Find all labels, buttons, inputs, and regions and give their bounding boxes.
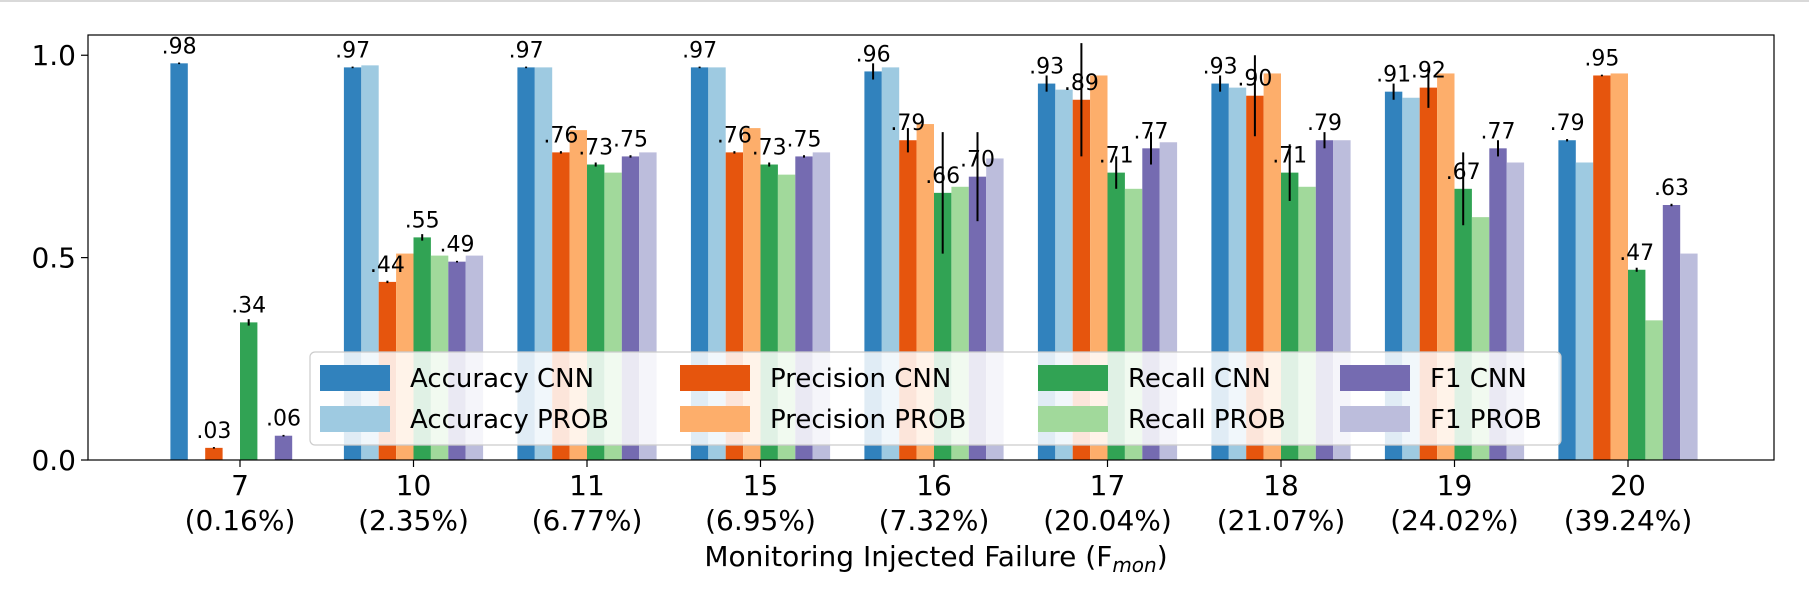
value-label: .63	[1654, 176, 1689, 201]
legend-swatch	[1038, 406, 1108, 432]
value-label: .93	[1203, 55, 1238, 80]
y-tick-label: 1.0	[31, 39, 76, 72]
value-label: .90	[1237, 67, 1272, 92]
value-label: .95	[1584, 46, 1619, 71]
legend-swatch	[320, 406, 390, 432]
value-label: .49	[440, 233, 475, 258]
legend-swatch	[1038, 365, 1108, 391]
x-axis-label-close: )	[1157, 540, 1168, 573]
legend-swatch	[680, 365, 750, 391]
value-label: .76	[543, 123, 578, 148]
x-tick-sublabel: (6.95%)	[705, 504, 816, 537]
value-label: .97	[335, 38, 370, 63]
bar	[1593, 75, 1611, 460]
x-tick-label: 10	[396, 469, 432, 502]
value-label: .76	[717, 123, 752, 148]
plot-frame	[87, 34, 1775, 461]
x-tick-label: 19	[1437, 469, 1473, 502]
x-tick-label: 16	[916, 469, 952, 502]
value-label: .77	[1481, 119, 1516, 144]
legend-swatch	[1340, 406, 1410, 432]
x-tick-sublabel: (20.04%)	[1043, 504, 1172, 537]
bar	[1628, 269, 1646, 460]
x-tick-sublabel: (2.35%)	[358, 504, 469, 537]
bar	[1680, 253, 1698, 460]
value-label: .73	[752, 136, 787, 161]
x-axis-label-subscript: mon	[1112, 553, 1156, 577]
legend-entry-label: Accuracy CNN	[410, 364, 594, 394]
value-label: .92	[1411, 59, 1446, 84]
x-tick-sublabel: (39.24%)	[1564, 504, 1693, 537]
value-label: .97	[509, 38, 544, 63]
legend-entry-label: Recall CNN	[1128, 364, 1271, 394]
legend-entry-label: F1 CNN	[1430, 364, 1527, 394]
x-tick-sublabel: (6.77%)	[532, 504, 643, 537]
value-label: .03	[196, 419, 231, 444]
legend-swatch	[1340, 365, 1410, 391]
value-label: .75	[787, 127, 822, 152]
value-label: .89	[1064, 71, 1099, 96]
y-tick-label: 0.5	[31, 242, 76, 275]
legend: Accuracy CNN Accuracy PROB Precision CNN Pr…	[309, 351, 1562, 446]
x-axis-label: Monitoring Injected Failure (Fmon)	[704, 540, 1167, 577]
value-label: .47	[1619, 241, 1654, 266]
error-bars-layer	[178, 43, 1673, 449]
x-tick-label: 15	[743, 469, 779, 502]
value-label: .06	[266, 407, 301, 432]
value-label: .66	[925, 164, 960, 189]
value-label: .75	[613, 127, 648, 152]
legend-box	[309, 351, 1562, 446]
x-tick-label: 20	[1610, 469, 1646, 502]
y-tick-label: 0.0	[31, 444, 76, 477]
legend-entry-label: Recall PROB	[1128, 405, 1286, 435]
value-label: .79	[1550, 111, 1585, 136]
value-label: .97	[682, 38, 717, 63]
bar	[1645, 320, 1663, 460]
x-tick-label: 17	[1090, 469, 1126, 502]
x-tick-sublabel: (7.32%)	[879, 504, 990, 537]
x-tick-sublabel: (24.02%)	[1390, 504, 1519, 537]
value-label: .79	[1307, 111, 1342, 136]
bar	[170, 63, 188, 460]
value-label: .67	[1446, 160, 1481, 185]
top-divider-line	[0, 0, 1809, 2]
value-label: .93	[1029, 55, 1064, 80]
axes-layer: 0.0 0.5 1.0 7(0.16%) 10(2.35%) 11(6.77%) 15(6.…	[31, 34, 1775, 537]
bar	[240, 322, 258, 460]
legend-entry-label: Accuracy PROB	[410, 405, 609, 435]
value-label: .79	[890, 111, 925, 136]
x-tick-label: 11	[569, 469, 605, 502]
bar	[1662, 205, 1681, 460]
bar	[274, 435, 293, 460]
value-labels-layer: .98 .97 .97 .97 .96 .93 .93 .91 .79 .03 .44 .76 .76.…	[162, 34, 1689, 444]
x-tick-label: 18	[1263, 469, 1299, 502]
legend-swatch	[320, 365, 390, 391]
value-label: .70	[960, 148, 995, 173]
x-tick-sublabel: (21.07%)	[1217, 504, 1346, 537]
x-tick-label: 7	[231, 469, 249, 502]
value-label: .71	[1099, 144, 1134, 169]
value-label: .71	[1272, 144, 1307, 169]
value-label: .34	[231, 293, 266, 318]
value-label: .91	[1376, 63, 1411, 88]
value-label: .44	[370, 253, 405, 278]
value-label: .55	[405, 208, 440, 233]
value-label: .98	[162, 34, 197, 59]
legend-entry-label: Precision PROB	[770, 405, 966, 435]
legend-swatch	[680, 406, 750, 432]
legend-entry-label: F1 PROB	[1430, 405, 1542, 435]
legend-entry-label: Precision CNN	[770, 364, 951, 394]
value-label: .77	[1134, 119, 1169, 144]
bar	[1558, 140, 1576, 460]
bar	[205, 447, 223, 460]
bar	[1575, 162, 1594, 460]
x-tick-sublabel: (0.16%)	[185, 504, 296, 537]
value-label: .96	[856, 42, 891, 67]
bar	[1610, 73, 1628, 460]
value-label: .73	[578, 136, 613, 161]
